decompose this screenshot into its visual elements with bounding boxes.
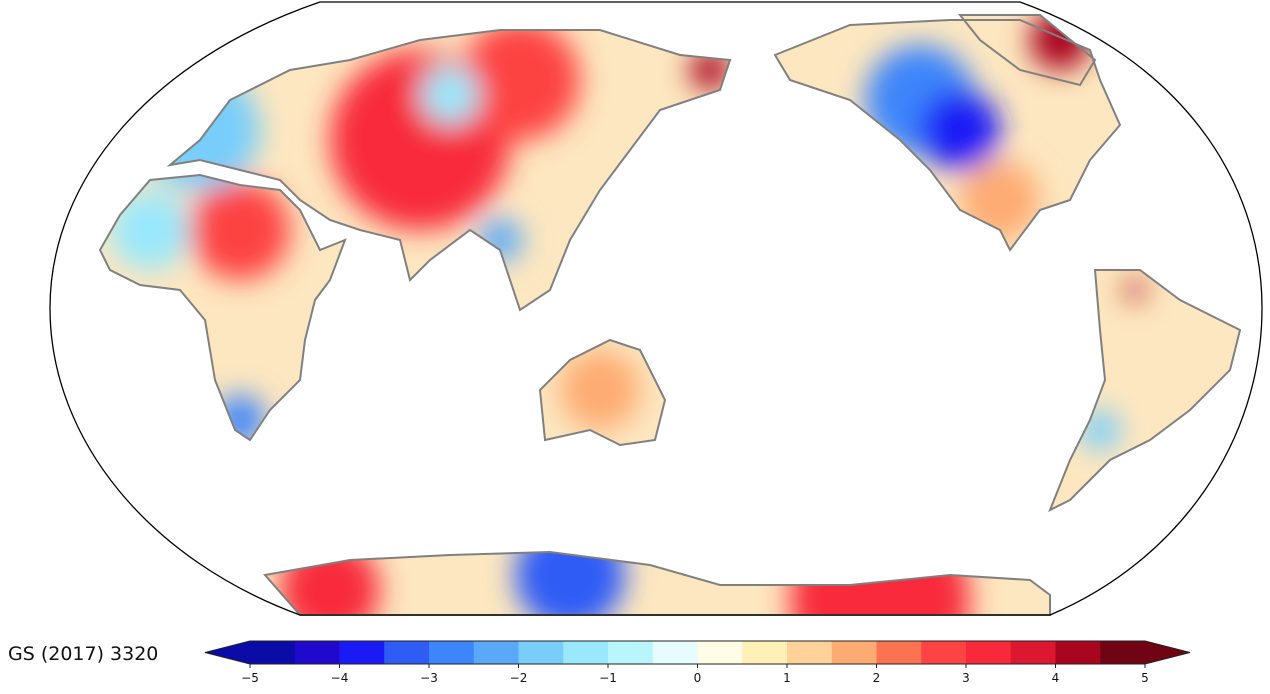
colorbar-bin — [742, 641, 788, 664]
anomaly-region — [460, 20, 580, 140]
anomaly-region — [560, 350, 640, 430]
south-america-coastline — [1048, 269, 1242, 513]
anomaly-region — [790, 510, 970, 615]
colorbar-extend-min — [205, 641, 250, 664]
anomaly-region — [420, 65, 480, 125]
colorbar-bin — [1010, 641, 1056, 664]
colorbar-bin — [1055, 641, 1101, 664]
anomaly-region — [1125, 280, 1145, 300]
colorbar-bin — [473, 641, 519, 664]
colorbar-tick-label: 0 — [694, 671, 702, 685]
colorbar-tick-label: 5 — [1141, 671, 1149, 685]
africa-coastline — [98, 173, 347, 442]
colorbar-tick-label: 4 — [1052, 671, 1060, 685]
colorbar-bin — [608, 641, 654, 664]
colorbar-bin — [921, 641, 967, 664]
anomaly-region — [110, 190, 190, 270]
colorbar-bin — [384, 641, 430, 664]
colorbar-bin — [294, 641, 340, 664]
anomaly-region — [215, 395, 265, 445]
colorbar-bin — [697, 641, 743, 664]
anomaly-region — [140, 70, 260, 190]
colorbar-bin — [429, 641, 475, 664]
anomaly-region — [960, 160, 1040, 240]
colorbar-tick-label: 3 — [962, 671, 970, 685]
colorbar-tick-label: −3 — [420, 671, 438, 685]
colorbar-bin — [876, 641, 922, 664]
colorbar-extend-max — [1145, 641, 1190, 664]
colorbar-tick-label: −1 — [599, 671, 617, 685]
colorbar-bin — [518, 641, 564, 664]
colorbar-tick-label: 2 — [873, 671, 881, 685]
colorbar-bin — [563, 641, 609, 664]
anomaly-region — [515, 520, 625, 615]
colorbar-bin — [787, 641, 833, 664]
eurasia-coastline — [166, 29, 732, 312]
australia-coastline — [538, 338, 667, 447]
colorbar: −5 −4 −3 −2 −1 0 1 2 3 4 5 — [204, 640, 1191, 685]
colorbar-bin — [831, 641, 877, 664]
greenland-coastline — [957, 14, 1097, 87]
colorbar-bin — [652, 641, 698, 664]
anomaly-region — [280, 540, 380, 615]
colorbar-bin — [1100, 641, 1146, 664]
colorbar-bin — [966, 641, 1012, 664]
map-frame — [49, 1, 1263, 616]
colorbar-bin — [339, 641, 385, 664]
anomaly-region — [190, 180, 290, 280]
world-map — [49, 1, 1263, 616]
colorbar-tick-label: −2 — [510, 671, 528, 685]
colorbar-tick-label: −5 — [241, 671, 259, 685]
north-america-coastline — [773, 19, 1122, 252]
colorbar-tick-label: −4 — [331, 671, 349, 685]
colorbar-tick-label: 1 — [783, 671, 791, 685]
colorbar-bin — [250, 641, 296, 664]
anomaly-region — [920, 90, 1000, 170]
map-label: GS (2017) 3320 — [8, 643, 159, 665]
